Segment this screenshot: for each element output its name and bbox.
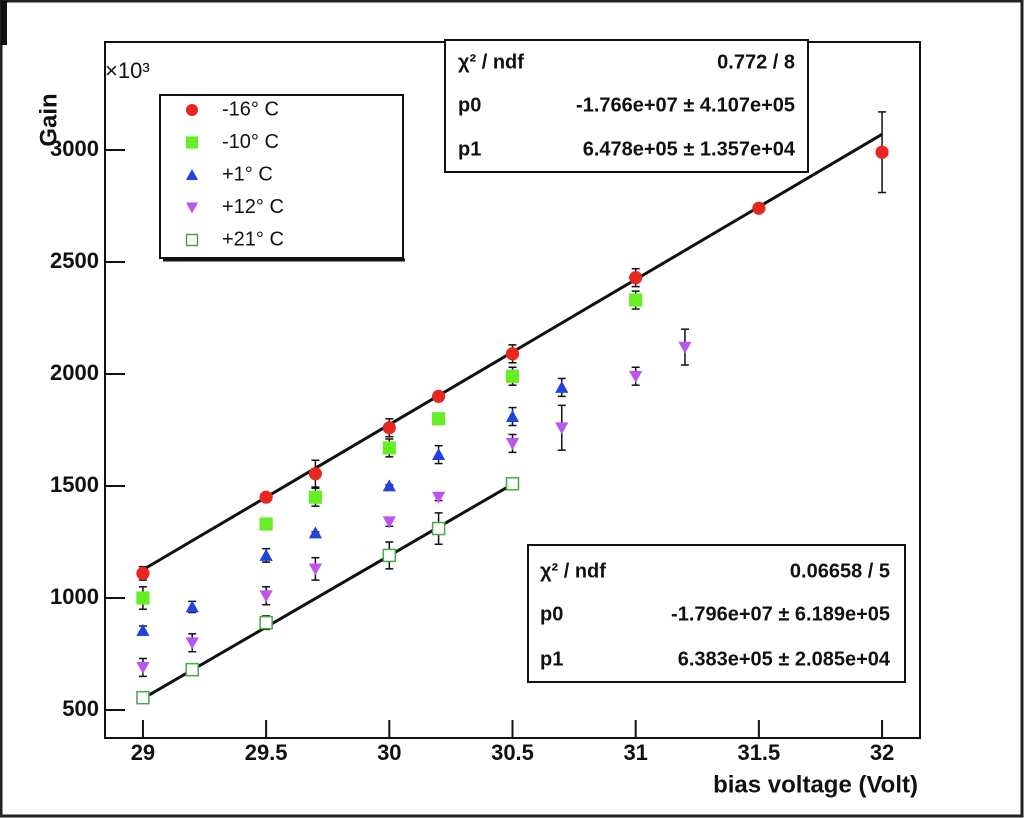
point <box>505 409 520 422</box>
legend-label: +12° C <box>222 196 284 218</box>
point <box>259 517 273 531</box>
point <box>505 347 520 361</box>
point <box>259 490 273 504</box>
point <box>308 490 323 504</box>
stat-label: p0 <box>540 603 563 625</box>
point <box>431 389 446 403</box>
point <box>505 476 520 491</box>
x-tick-label: 30.5 <box>491 740 534 765</box>
legend-marker <box>185 136 199 149</box>
stat-label: χ² / ndf <box>458 51 524 73</box>
point <box>136 591 150 605</box>
x-tick-label: 30 <box>377 740 401 765</box>
point <box>308 467 323 481</box>
stat-value: 6.478e+05 ± 1.357e+04 <box>583 138 796 160</box>
stat-label: p0 <box>458 94 481 116</box>
point <box>259 615 273 630</box>
legend-label: +1° C <box>222 163 273 185</box>
point <box>308 526 323 539</box>
y-tick-label: 2000 <box>50 360 99 385</box>
y-tick-label: 2500 <box>50 248 99 273</box>
legend-marker <box>185 103 199 117</box>
x-tick-label: 31 <box>623 740 647 765</box>
point <box>185 637 199 650</box>
corner-mark <box>1 1 7 45</box>
point <box>505 369 520 383</box>
legend-marker <box>185 168 199 180</box>
point <box>505 438 520 451</box>
point <box>629 370 643 383</box>
point <box>259 548 273 561</box>
point <box>382 516 396 529</box>
stat-label: p1 <box>540 648 563 670</box>
point <box>136 623 150 636</box>
stat-box <box>444 39 809 173</box>
y-tick-label: 1000 <box>50 584 99 609</box>
x-tick-label: 32 <box>870 740 894 765</box>
point <box>555 422 569 435</box>
point <box>382 479 396 492</box>
stat-label: p1 <box>458 138 481 160</box>
point <box>629 271 643 285</box>
point <box>752 201 766 215</box>
legend-marker <box>185 233 199 247</box>
stat-value: -1.766e+07 ± 4.107e+05 <box>576 94 795 116</box>
x-tick-label: 29 <box>131 740 155 765</box>
y-tick-label: 500 <box>62 696 99 721</box>
fit-line <box>142 482 514 700</box>
legend-marker <box>185 202 199 214</box>
legend-box <box>159 94 404 259</box>
point <box>185 662 199 677</box>
stat-value: 0.772 / 8 <box>717 51 795 73</box>
point <box>431 521 446 536</box>
point <box>382 441 396 455</box>
stat-value: 6.383e+05 ± 2.085e+04 <box>678 648 891 670</box>
stat-box <box>527 544 906 683</box>
point <box>678 341 692 354</box>
legend-label: -10° C <box>222 131 279 153</box>
legend-label: +21° C <box>222 228 284 250</box>
stat-label: χ² / ndf <box>540 560 606 582</box>
point <box>259 590 273 603</box>
point <box>431 412 446 426</box>
point <box>136 690 150 705</box>
y-tick-label: 1500 <box>50 472 99 497</box>
stat-value: -1.796e+07 ± 6.189e+05 <box>671 603 890 625</box>
point <box>555 380 569 393</box>
point <box>629 293 643 307</box>
point <box>185 600 199 613</box>
point <box>308 563 323 576</box>
axis-multiplier: ×10³ <box>105 58 150 83</box>
point <box>382 421 396 435</box>
point <box>136 566 150 580</box>
x-axis-label: bias voltage (Volt) <box>713 771 918 798</box>
y-axis-label: Gain <box>35 93 62 146</box>
point <box>136 662 150 675</box>
point <box>431 491 446 504</box>
y-tick-label: 3000 <box>50 136 99 161</box>
point <box>431 448 446 461</box>
legend-label: -16° C <box>222 98 279 120</box>
point <box>382 548 397 563</box>
x-tick-label: 29.5 <box>245 740 288 765</box>
x-tick-label: 31.5 <box>737 740 780 765</box>
stat-value: 0.06658 / 5 <box>790 560 890 582</box>
point <box>875 145 889 159</box>
